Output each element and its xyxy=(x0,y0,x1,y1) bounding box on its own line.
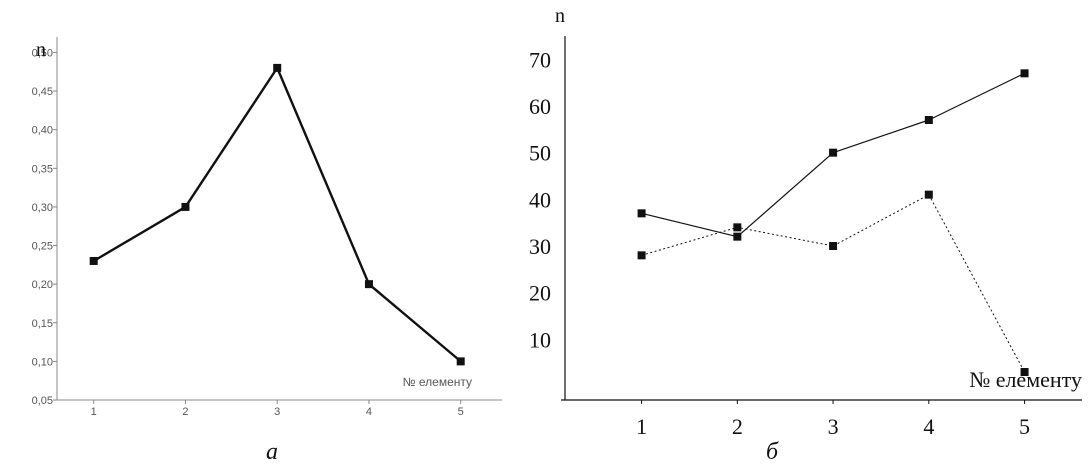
chart-a-series xyxy=(89,63,465,366)
chart-b-y-axis-label: n xyxy=(555,5,565,27)
chart-a-data-point xyxy=(273,63,282,72)
chart-b-x-tick-label: 4 xyxy=(923,414,934,439)
chart-b-y-tick-label: 50 xyxy=(529,141,551,166)
chart-b-data-point xyxy=(1020,69,1029,78)
chart-a-panel-label: а xyxy=(266,439,278,465)
chart-a-y-ticks: 0,05 0,10 0,15 0,20 0,25 0,30 0,35 0,40 0,45 0,50 xyxy=(32,47,57,407)
chart-b-y-tick-label: 60 xyxy=(529,94,551,119)
chart-b-data-point xyxy=(829,242,838,250)
chart-a-y-tick-label: 0,30 xyxy=(32,202,53,214)
chart-a-x-tick-label: 4 xyxy=(366,406,372,418)
chart-b-y-tick-label: 30 xyxy=(529,234,551,259)
chart-a-x-tick-label: 3 xyxy=(274,406,280,418)
chart-a-x-tick-label: 2 xyxy=(182,406,188,418)
chart-a-y-tick-label: 0,50 xyxy=(32,47,53,59)
chart-b-data-point xyxy=(829,148,838,157)
chart-a-y-tick-label: 0,25 xyxy=(32,241,53,253)
chart-a-data-point xyxy=(364,280,373,289)
chart-a-y-tick-label: 0,35 xyxy=(32,163,53,175)
chart-b-panel-label: б xyxy=(766,439,779,465)
chart-a-data-point xyxy=(456,357,465,366)
chart-b-data-point xyxy=(924,190,933,199)
chart-b-data-point xyxy=(637,251,646,260)
chart-b-data-point xyxy=(1020,368,1029,376)
chart-a-y-tick-label: 0,10 xyxy=(32,356,53,368)
chart-b-y-tick-label: 40 xyxy=(529,187,551,212)
chart-b-data-point xyxy=(733,232,742,241)
chart-b-y-tick-label: 10 xyxy=(529,327,551,352)
chart-b-x-tick-label: 5 xyxy=(1019,414,1030,439)
chart-b-data-point xyxy=(733,223,742,232)
chart-b-series xyxy=(637,69,1029,376)
chart-a-y-tick-label: 0,45 xyxy=(32,86,53,98)
chart-a-series-line xyxy=(93,66,462,363)
chart-b-data-point xyxy=(924,116,933,124)
chart-b-data-point xyxy=(637,209,646,218)
chart-a-data-point xyxy=(89,256,98,265)
chart-b-x-ticks: 1 2 3 4 5 xyxy=(636,400,1030,439)
chart-b-y-tick-label: 20 xyxy=(529,281,551,306)
chart-a-x-ticks: 1 2 3 4 5 xyxy=(91,400,464,418)
chart-b-y-tick-label: 70 xyxy=(529,47,551,72)
chart-b-series-line xyxy=(641,194,1025,373)
chart-a-y-axis-label: n xyxy=(36,39,46,61)
chart-b-x-tick-label: 2 xyxy=(732,414,743,439)
chart-a: 0,05 0,10 0,15 0,20 0,25 0,30 0,35 0,40 0,45 0,50… xyxy=(32,37,502,465)
chart-b-y-ticks: 10 20 30 40 50 60 70 xyxy=(529,47,551,352)
chart-a-y-tick-label: 0,40 xyxy=(32,125,53,137)
chart-a-x-axis-label: № елементу xyxy=(403,375,472,389)
chart-a-data-point xyxy=(181,202,190,211)
chart-b-x-axis-label: № елементу xyxy=(969,367,1082,392)
chart-b: 10 20 30 40 50 60 70 1 2 3 4 5 n № елементу б xyxy=(529,5,1082,465)
chart-b-x-tick-label: 3 xyxy=(828,414,839,439)
chart-a-y-tick-label: 0,15 xyxy=(32,318,53,330)
chart-a-x-tick-label: 5 xyxy=(458,406,464,418)
chart-a-y-tick-label: 0,05 xyxy=(32,395,53,407)
chart-b-x-tick-label: 1 xyxy=(636,414,647,439)
chart-a-x-tick-label: 1 xyxy=(91,406,97,418)
chart-a-y-tick-label: 0,20 xyxy=(32,279,53,291)
